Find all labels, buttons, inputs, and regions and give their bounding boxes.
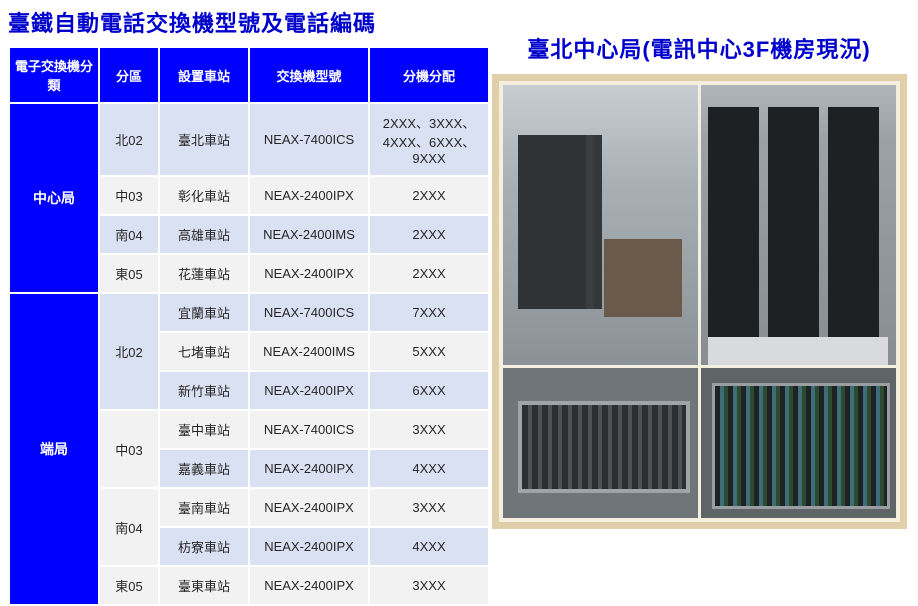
page-title: 臺鐵自動電話交換機型號及電話編碼	[8, 6, 470, 38]
cell-extension: 5XXX	[369, 332, 489, 371]
cell-model: NEAX-2400IPX	[249, 488, 369, 527]
cell-zone: 東05	[99, 254, 159, 293]
col-extension: 分機分配	[369, 47, 489, 103]
table-row: 中心局北02臺北車站NEAX-7400ICS2XXX、3XXX、4XXX、6XX…	[9, 103, 489, 176]
cell-zone: 中03	[99, 410, 159, 488]
cell-model: NEAX-2400IPX	[249, 254, 369, 293]
cell-extension: 2XXX、3XXX、4XXX、6XXX、9XXX	[369, 103, 489, 176]
cell-extension: 3XXX	[369, 488, 489, 527]
cell-station: 高雄車站	[159, 215, 249, 254]
cell-station: 花蓮車站	[159, 254, 249, 293]
cell-station: 臺北車站	[159, 103, 249, 176]
photo-exchange-cabinets	[701, 85, 896, 365]
cell-zone: 北02	[99, 293, 159, 410]
cell-model: NEAX-2400IMS	[249, 215, 369, 254]
col-model: 交換機型號	[249, 47, 369, 103]
cell-station: 彰化車站	[159, 176, 249, 215]
cell-extension: 7XXX	[369, 293, 489, 332]
cell-station: 七堵車站	[159, 332, 249, 371]
cell-zone: 北02	[99, 103, 159, 176]
cell-model: NEAX-7400ICS	[249, 103, 369, 176]
exchange-table: 電子交換機分類 分區 設置車站 交換機型號 分機分配 中心局北02臺北車站NEA…	[8, 46, 490, 606]
cell-station: 新竹車站	[159, 371, 249, 410]
col-station: 設置車站	[159, 47, 249, 103]
cell-model: NEAX-2400IPX	[249, 176, 369, 215]
cell-station: 臺南車站	[159, 488, 249, 527]
cell-model: NEAX-2400IPX	[249, 527, 369, 566]
photo-server-room-wide	[503, 85, 698, 365]
cell-model: NEAX-2400IPX	[249, 566, 369, 605]
photo-frame	[492, 74, 907, 529]
cell-zone: 南04	[99, 215, 159, 254]
cell-extension: 4XXX	[369, 449, 489, 488]
col-zone: 分區	[99, 47, 159, 103]
cell-zone: 中03	[99, 176, 159, 215]
cell-extension: 3XXX	[369, 566, 489, 605]
cell-extension: 2XXX	[369, 176, 489, 215]
cell-zone: 東05	[99, 566, 159, 605]
cell-station: 嘉義車站	[159, 449, 249, 488]
photo-rack-front-1	[503, 368, 698, 518]
table-row: 端局北02宜蘭車站NEAX-7400ICS7XXX	[9, 293, 489, 332]
cell-model: NEAX-2400IMS	[249, 332, 369, 371]
cell-model: NEAX-2400IPX	[249, 449, 369, 488]
cell-station: 宜蘭車站	[159, 293, 249, 332]
cell-extension: 4XXX	[369, 527, 489, 566]
cell-extension: 2XXX	[369, 254, 489, 293]
cell-model: NEAX-2400IPX	[249, 371, 369, 410]
cell-station: 枋寮車站	[159, 527, 249, 566]
cell-model: NEAX-7400ICS	[249, 293, 369, 332]
cell-station: 臺東車站	[159, 566, 249, 605]
cell-model: NEAX-7400ICS	[249, 410, 369, 449]
col-category: 電子交換機分類	[9, 47, 99, 103]
photo-rack-front-2	[701, 368, 896, 518]
right-title: 臺北中心局(電訊中心3F機房現況)	[486, 32, 912, 64]
cell-zone: 南04	[99, 488, 159, 566]
cell-extension: 3XXX	[369, 410, 489, 449]
cell-category: 中心局	[9, 103, 99, 293]
cell-extension: 6XXX	[369, 371, 489, 410]
cell-extension: 2XXX	[369, 215, 489, 254]
cell-station: 臺中車站	[159, 410, 249, 449]
table-header-row: 電子交換機分類 分區 設置車站 交換機型號 分機分配	[9, 47, 489, 103]
cell-category: 端局	[9, 293, 99, 605]
